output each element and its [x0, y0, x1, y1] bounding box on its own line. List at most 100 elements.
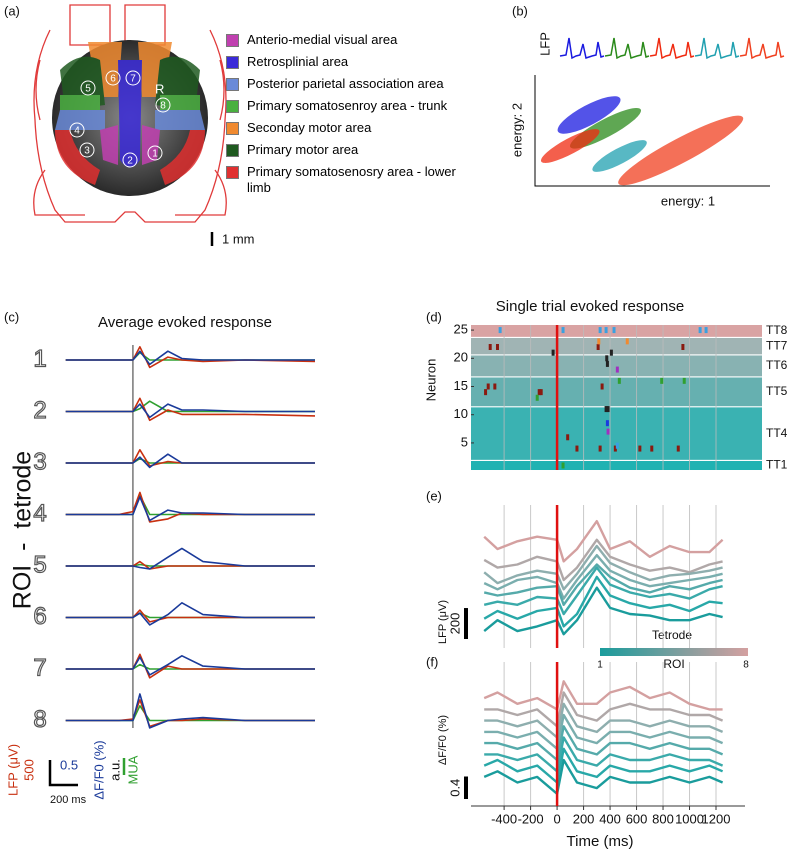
row-label: 2 [33, 397, 46, 424]
tetrode-label: TT8 [766, 323, 788, 337]
scale-label: LFP (μV) [5, 744, 20, 796]
y-axis-label: ΔF/F0 (%) [437, 715, 449, 765]
roi-label: 4 [74, 126, 80, 137]
legend-label: Seconday motor area [247, 120, 372, 135]
spike [605, 420, 609, 427]
spike [638, 445, 642, 452]
spike [495, 344, 499, 351]
y-tick-label: 10 [454, 406, 468, 421]
cluster [592, 140, 647, 172]
legend-swatch [226, 78, 239, 91]
waveform [694, 37, 740, 60]
spike [613, 445, 617, 452]
roi-marker [69, 122, 85, 138]
tetrode-band [471, 337, 762, 355]
legend-swatch [226, 166, 239, 179]
trace [484, 736, 724, 773]
spike [596, 344, 600, 351]
legend-item: Primary somatosenroy area - trunk [226, 98, 476, 114]
spike [486, 383, 490, 390]
colorbar [600, 648, 748, 656]
y-tick-label: 25 [454, 322, 468, 337]
x-axis-label: energy: 1 [661, 193, 715, 208]
scale-value: 200 [447, 613, 462, 635]
roi-label: 8 [160, 101, 166, 112]
trace [65, 346, 316, 369]
x-tick-label: 200 [573, 811, 595, 826]
scale-value: 0.5 [60, 757, 78, 772]
y-axis-label: ROI - tetrode [9, 451, 37, 609]
roi-marker [80, 80, 96, 96]
spike [488, 344, 492, 351]
scale-label: a.u. [107, 759, 122, 781]
spike [609, 349, 613, 356]
spike [625, 338, 629, 345]
legend-item: Posterior parietal association area [226, 76, 476, 92]
y-tick-label: 15 [454, 378, 468, 393]
x-tick-label: -400 [491, 811, 517, 826]
trace [483, 544, 723, 591]
trace [65, 350, 315, 366]
trace [483, 586, 723, 636]
trace [65, 496, 315, 522]
roi-label: 6 [110, 74, 116, 85]
row-label: 3 [33, 448, 46, 475]
legend-swatch [226, 100, 239, 113]
row-label: 8 [33, 706, 46, 733]
legend-swatch [226, 144, 239, 157]
tetrode-band [471, 460, 762, 470]
spike [650, 445, 654, 452]
legend-item: Retrosplinial area [226, 54, 476, 70]
trace [483, 747, 724, 784]
spike [493, 383, 497, 390]
row-label: 6 [33, 603, 46, 630]
trace [484, 713, 724, 750]
spike [484, 389, 488, 396]
scale-bar-label: 1 mm [222, 231, 255, 246]
trace [65, 609, 315, 623]
panel-label: (b) [512, 3, 528, 18]
trace [484, 691, 724, 728]
spike [551, 349, 555, 356]
tetrode-band [471, 355, 762, 377]
spike [617, 377, 621, 384]
trace [483, 575, 723, 628]
legend-swatch [226, 56, 239, 69]
spike [605, 360, 609, 367]
waveform [559, 37, 605, 60]
tetrode-label: TT1 [766, 458, 788, 472]
roi-marker [125, 70, 141, 86]
trace [483, 566, 723, 616]
trace [484, 725, 724, 762]
spike [676, 445, 680, 452]
roi-label: 2 [127, 156, 133, 167]
trace [65, 653, 315, 679]
roi-marker [147, 145, 163, 161]
spike [604, 327, 608, 334]
legend-item: Primary motor area [226, 142, 476, 158]
roi-marker [155, 97, 171, 113]
panel-label: (f) [426, 654, 438, 669]
trace [483, 538, 723, 582]
spike [682, 377, 686, 384]
legend: Anterio-medial visual area Retrosplinial … [226, 32, 476, 202]
x-tick-label: 600 [626, 811, 648, 826]
legend-label: Retrosplinial area [247, 54, 349, 69]
legend-item: Primary somatosenosry area - lower limb [226, 164, 476, 196]
cluster [618, 115, 744, 186]
y-axis-label: energy: 2 [509, 103, 524, 157]
scale-label: 200 ms [50, 794, 87, 806]
trace [483, 758, 724, 795]
spike [598, 327, 602, 334]
tetrode-band [471, 377, 762, 407]
spike [566, 434, 570, 441]
spike [606, 428, 610, 435]
spike [537, 389, 541, 396]
tetrode-label: TT6 [766, 358, 788, 372]
x-tick-label: 400 [599, 811, 621, 826]
spike [606, 406, 610, 413]
spike [535, 394, 539, 401]
panel-label: (d) [426, 309, 442, 324]
legend-item: Seconday motor area [226, 120, 476, 136]
x-tick-label: 1000 [675, 811, 704, 826]
